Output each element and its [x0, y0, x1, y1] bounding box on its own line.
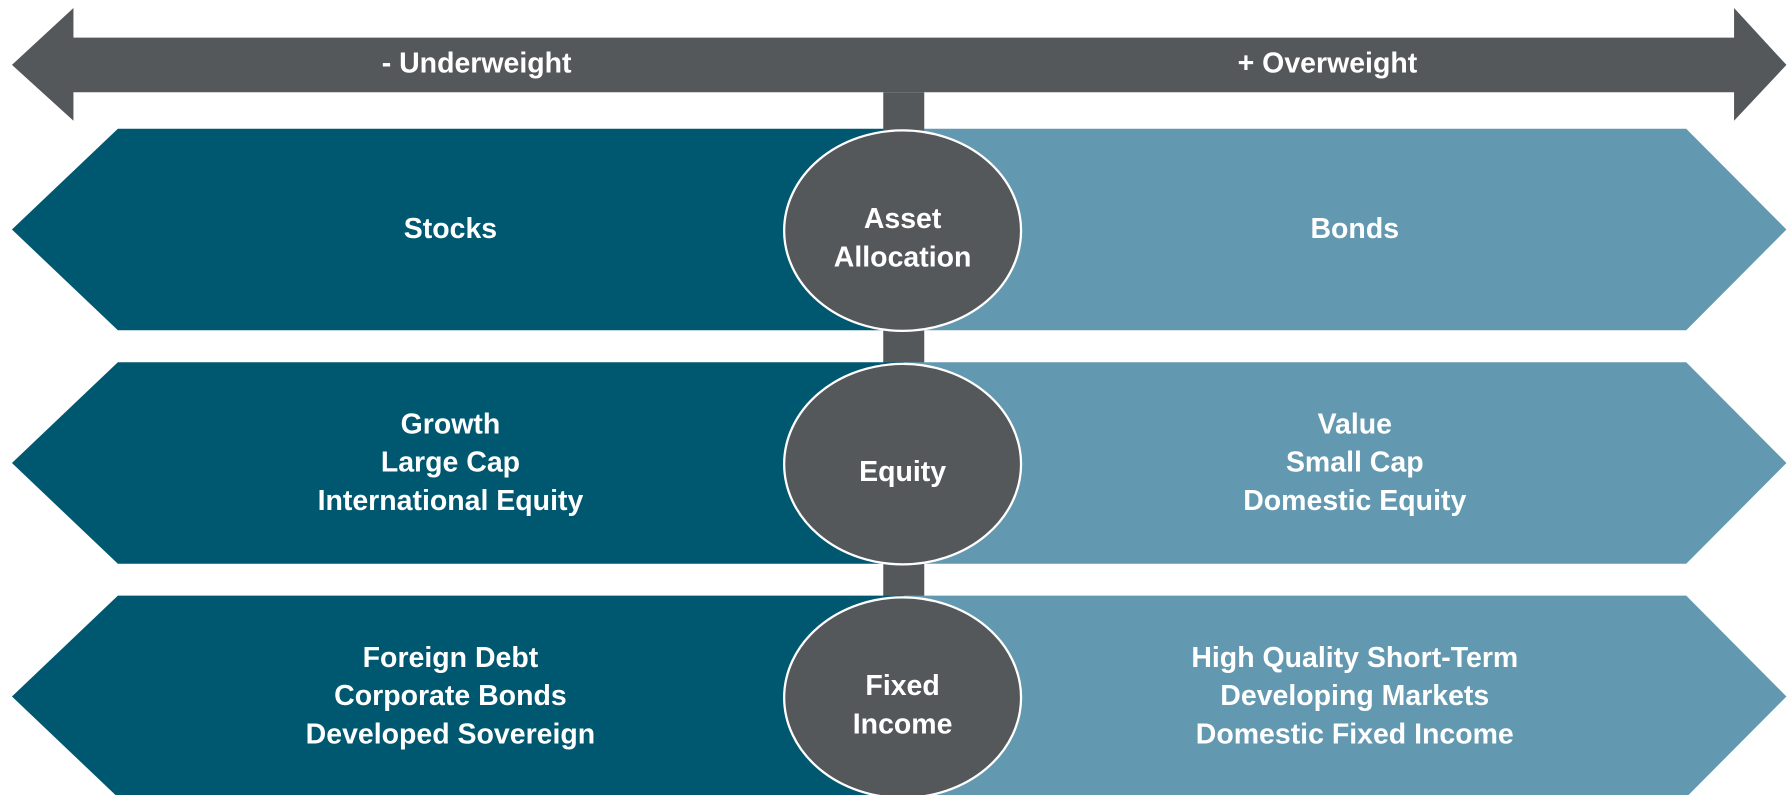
weight-arrow: [11, 7, 1787, 121]
overweight-text: Small Cap: [1286, 447, 1424, 479]
overweight-text: Domestic Fixed Income: [1196, 718, 1514, 750]
underweight-text: Growth: [401, 408, 501, 440]
overweight-text: Bonds: [1311, 213, 1400, 245]
center-text: Equity: [859, 456, 946, 488]
underweight-band: [11, 128, 904, 331]
center-circle: [783, 129, 1023, 333]
overweight-text: Developing Markets: [1220, 680, 1489, 712]
overweight-band: [903, 128, 1787, 331]
overweight-label: + Overweight: [1238, 47, 1418, 79]
overweight-text: High Quality Short-Term: [1191, 642, 1518, 674]
underweight-text: Large Cap: [381, 447, 520, 479]
underweight-text: Foreign Debt: [363, 642, 539, 674]
center-text: Income: [853, 708, 953, 740]
underweight-band: [11, 595, 904, 795]
overweight-band: [903, 362, 1787, 564]
center-text: Allocation: [834, 241, 972, 273]
overweight-band: [903, 595, 1787, 795]
overweight-text: Domestic Equity: [1243, 485, 1466, 517]
underweight-text: Stocks: [404, 213, 497, 245]
center-circle: [783, 596, 1023, 795]
underweight-label: - Underweight: [382, 47, 572, 79]
underweight-text: Corporate Bonds: [334, 680, 567, 712]
center-text: Asset: [864, 203, 942, 235]
underweight-text: International Equity: [318, 485, 584, 517]
overweight-text: Value: [1318, 408, 1392, 440]
underweight-text: Developed Sovereign: [306, 718, 596, 750]
underweight-band: [11, 362, 904, 564]
center-text: Fixed: [865, 670, 939, 702]
center-circle: [783, 362, 1023, 566]
